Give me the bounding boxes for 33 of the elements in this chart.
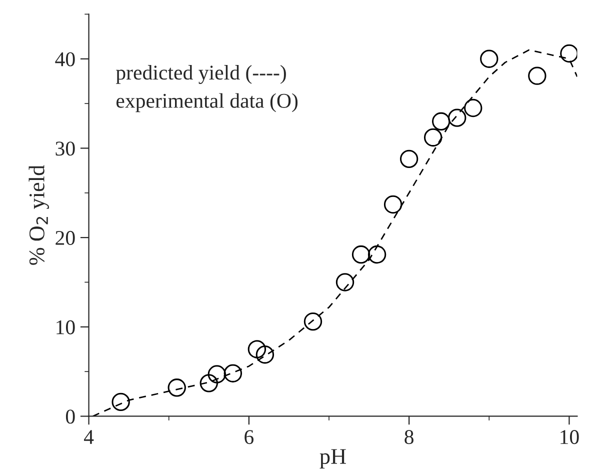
x-tick-label: 4 (84, 430, 94, 444)
point (464, 98, 482, 118)
point (528, 66, 546, 85)
annotation: predicted yield (----) (116, 65, 286, 84)
x-tick-label: 10 (560, 430, 579, 444)
point (168, 378, 186, 397)
annotation: experimental data (O) (116, 93, 298, 112)
point (400, 150, 418, 168)
x-tick-label: 6 (244, 430, 254, 444)
point (352, 245, 370, 264)
y-tick-label: 0 (66, 410, 75, 424)
point (256, 345, 274, 364)
point (480, 50, 498, 68)
point (248, 340, 266, 358)
point (304, 312, 322, 331)
point (432, 112, 450, 130)
point (384, 195, 402, 214)
y-tick-label: 30 (56, 142, 75, 156)
point (224, 364, 242, 382)
point (208, 365, 226, 384)
point (368, 245, 386, 264)
point (112, 392, 130, 412)
x-tick-label: 8 (404, 430, 414, 444)
point (424, 128, 442, 147)
point (560, 44, 578, 63)
point (448, 108, 466, 127)
y-tick-label: 40 (55, 52, 75, 66)
y-tick-label: 10 (56, 320, 75, 334)
y-axis-title: % O$_{2}$ yield (28, 165, 49, 265)
point (336, 273, 354, 292)
x-axis-title: pH (320, 449, 346, 468)
point (200, 374, 218, 392)
y-tick-label: 20 (56, 230, 75, 245)
